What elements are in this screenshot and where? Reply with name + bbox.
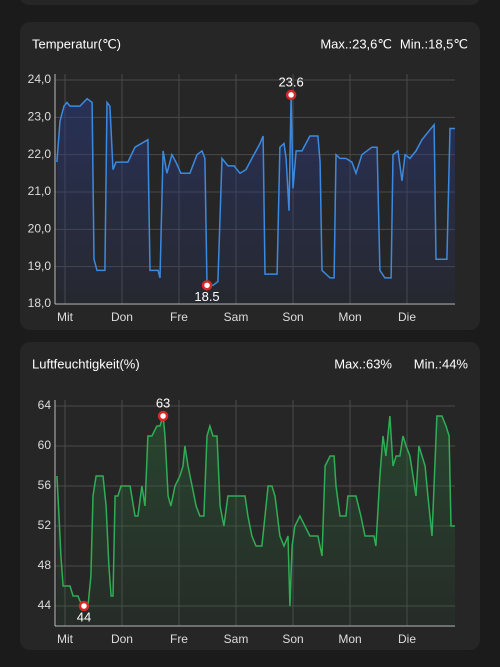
marker-label: 23.6 xyxy=(278,74,303,89)
y-tick-label: 60 xyxy=(38,438,52,452)
y-tick-label: 21,0 xyxy=(28,184,52,198)
max-label: Max.:23,6℃ xyxy=(320,36,392,51)
max-label: Max.:63% xyxy=(334,356,392,371)
marker xyxy=(78,600,90,612)
area xyxy=(56,416,456,626)
marker xyxy=(157,410,169,422)
y-tick-label: 22,0 xyxy=(28,147,52,161)
x-tick-label: Don xyxy=(111,310,133,324)
y-tick-label: 18,0 xyxy=(28,296,52,310)
line xyxy=(56,415,455,607)
x-tick-label: Mon xyxy=(338,310,361,324)
area xyxy=(56,94,456,305)
x-tick-label: Die xyxy=(398,310,416,324)
y-tick-label: 48 xyxy=(38,558,52,572)
y-tick-label: 44 xyxy=(38,598,52,612)
x-tick-label: Fre xyxy=(170,310,188,324)
x-tick-label: Fre xyxy=(170,632,188,646)
y-tick-label: 64 xyxy=(38,398,52,412)
x-tick-label: Mit xyxy=(57,310,74,324)
chart-title: Luftfeuchtigkeit(%) xyxy=(32,356,140,371)
y-tick-label: 24,0 xyxy=(28,72,52,86)
x-tick-label: Mon xyxy=(338,632,361,646)
y-tick-label: 23,0 xyxy=(28,110,52,124)
y-tick-label: 20,0 xyxy=(28,222,52,236)
line xyxy=(56,94,455,287)
x-tick-label: Son xyxy=(282,310,303,324)
marker xyxy=(285,89,297,101)
y-tick-label: 52 xyxy=(38,518,52,532)
y-tick-label: 19,0 xyxy=(28,259,52,273)
x-tick-label: Son xyxy=(282,632,303,646)
x-tick-label: Sam xyxy=(224,632,249,646)
card xyxy=(20,0,480,5)
x-tick-label: Die xyxy=(398,632,416,646)
marker-label: 44 xyxy=(77,609,91,624)
chart-title: Temperatur(℃) xyxy=(32,36,121,51)
marker xyxy=(201,280,213,291)
x-tick-label: Mit xyxy=(57,632,74,646)
marker-label: 18.5 xyxy=(194,289,219,304)
x-tick-label: Sam xyxy=(224,310,249,324)
min-label: Min.:18,5℃ xyxy=(400,36,468,51)
marker-label: 63 xyxy=(156,395,170,410)
x-tick-label: Don xyxy=(111,632,133,646)
y-tick-label: 56 xyxy=(38,478,52,492)
min-label: Min.:44% xyxy=(414,356,469,371)
